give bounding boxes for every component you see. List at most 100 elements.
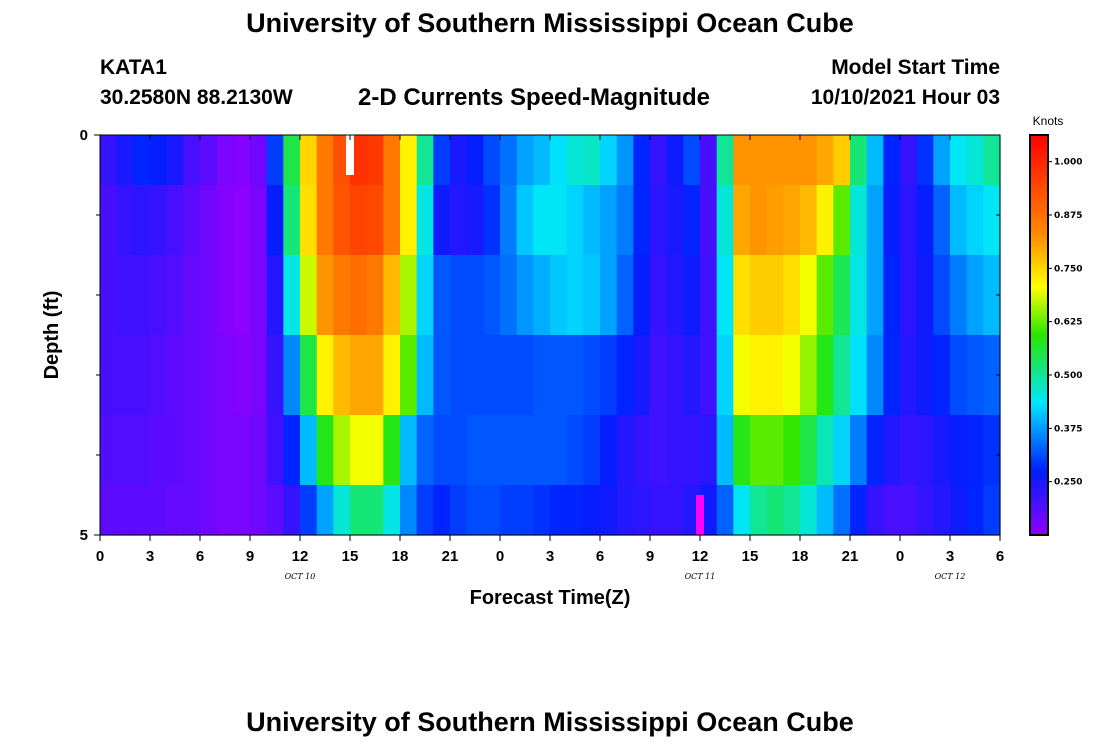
model-start-label: Model Start Time	[831, 56, 1000, 79]
heatmap-cell	[533, 415, 551, 486]
x-tick-label: 12	[692, 548, 709, 565]
x-tick-label: 6	[596, 548, 604, 565]
x-tick-label: 6	[996, 548, 1004, 565]
date-label: OCT 11	[685, 572, 716, 581]
heatmap-cell	[900, 135, 918, 186]
heatmap-cell	[466, 255, 484, 336]
heatmap-cell	[800, 255, 818, 336]
heatmap-cell	[716, 135, 734, 186]
heatmap-cell	[433, 135, 451, 186]
heatmap-cell	[383, 415, 401, 486]
heatmap-cell	[533, 135, 551, 186]
heatmap-cell	[783, 335, 801, 416]
heatmap-cell	[316, 255, 334, 336]
heatmap-cell	[700, 185, 718, 256]
heatmap-cell	[150, 335, 168, 416]
heatmap-cell	[483, 415, 501, 486]
heatmap-cell	[383, 335, 401, 416]
heatmap-cell	[900, 255, 918, 336]
heatmap-cell	[400, 415, 418, 486]
date-label: OCT 10	[285, 572, 316, 581]
heatmap-cell	[283, 485, 301, 536]
x-axis: 0 3 6 9 12 15 18 21 0 3 6 9 12 15 18 21 0 3 6 OCT 10 OCT 11 O…	[96, 135, 1004, 581]
heatmap-cell	[466, 135, 484, 186]
heatmap-cell	[183, 335, 201, 416]
heatmap-cell	[700, 485, 718, 536]
heatmap-cell	[800, 415, 818, 486]
heatmap-cell	[450, 185, 468, 256]
y-axis-label: Depth (ft)	[41, 291, 63, 380]
heatmap-cell	[333, 185, 351, 256]
heatmap-cell	[450, 255, 468, 336]
heatmap-cell	[300, 335, 318, 416]
heatmap-cell	[183, 135, 201, 186]
heatmap-cell	[633, 185, 651, 256]
heatmap-cell	[983, 485, 1001, 536]
heatmap-cell	[233, 485, 251, 536]
colorbar: Knots 0.250 0.375 0.500 0.625 0.750 0.875 1.00…	[1029, 114, 1082, 536]
heatmap-cell	[466, 335, 484, 416]
heatmap-cell	[416, 135, 434, 186]
heatmap-cell	[783, 485, 801, 536]
heatmap-cell	[633, 135, 651, 186]
date-label: OCT 12	[935, 572, 966, 581]
heatmap-cell	[766, 255, 784, 336]
colorbar-tick-label: 0.625	[1054, 318, 1082, 328]
heatmap-cell	[433, 335, 451, 416]
heatmap-cell	[983, 135, 1001, 186]
data-marker	[696, 495, 704, 535]
heatmap-cell	[900, 485, 918, 536]
colorbar-tick-label: 0.750	[1054, 264, 1082, 274]
heatmap-cell	[100, 185, 118, 256]
heatmap-cell	[816, 415, 834, 486]
heatmap-cell	[416, 415, 434, 486]
heatmap-cell	[250, 485, 268, 536]
heatmap-cell	[300, 415, 318, 486]
heatmap-cell	[600, 255, 618, 336]
heatmap-cell	[200, 185, 218, 256]
heatmap-cell	[533, 335, 551, 416]
heatmap-cell	[200, 485, 218, 536]
heatmap-cell	[800, 335, 818, 416]
heatmap-cell	[550, 485, 568, 536]
heatmap-cell	[250, 415, 268, 486]
heatmap-cell	[966, 185, 984, 256]
heatmap-cell	[150, 135, 168, 186]
heatmap-cell	[816, 185, 834, 256]
heatmap-cell	[283, 335, 301, 416]
heatmap-cell	[450, 135, 468, 186]
heatmap-cell	[183, 255, 201, 336]
heatmap-cell	[783, 135, 801, 186]
heatmap-cell	[433, 255, 451, 336]
heatmap-cell	[166, 135, 184, 186]
heatmap-cell	[850, 485, 868, 536]
heatmap-cell	[533, 255, 551, 336]
heatmap-cell	[783, 185, 801, 256]
heatmap-cell	[750, 135, 768, 186]
heatmap-cell	[416, 335, 434, 416]
heatmap-cell	[433, 485, 451, 536]
colorbar-tick-label: 0.500	[1054, 371, 1082, 381]
heatmap-cell	[350, 485, 368, 536]
heatmap-cell	[600, 135, 618, 186]
heatmap-cell	[666, 485, 684, 536]
heatmap-cell	[233, 135, 251, 186]
heatmap-cell	[500, 135, 518, 186]
heatmap-markers	[346, 135, 704, 535]
heatmap-cell	[650, 485, 668, 536]
heatmap-cell	[800, 485, 818, 536]
heatmap-cell	[933, 485, 951, 536]
heatmap-cell	[283, 135, 301, 186]
heatmap-cell	[766, 335, 784, 416]
heatmap-cell	[166, 335, 184, 416]
heatmap-cell	[633, 485, 651, 536]
heatmap-cell	[383, 185, 401, 256]
heatmap-cell	[216, 135, 234, 186]
heatmap-cell	[366, 485, 384, 536]
heatmap-cell	[533, 485, 551, 536]
heatmap-cell	[516, 255, 534, 336]
heatmap-cell	[316, 135, 334, 186]
heatmap-cell	[450, 485, 468, 536]
heatmap-cell	[566, 135, 584, 186]
heatmap-cell	[366, 415, 384, 486]
